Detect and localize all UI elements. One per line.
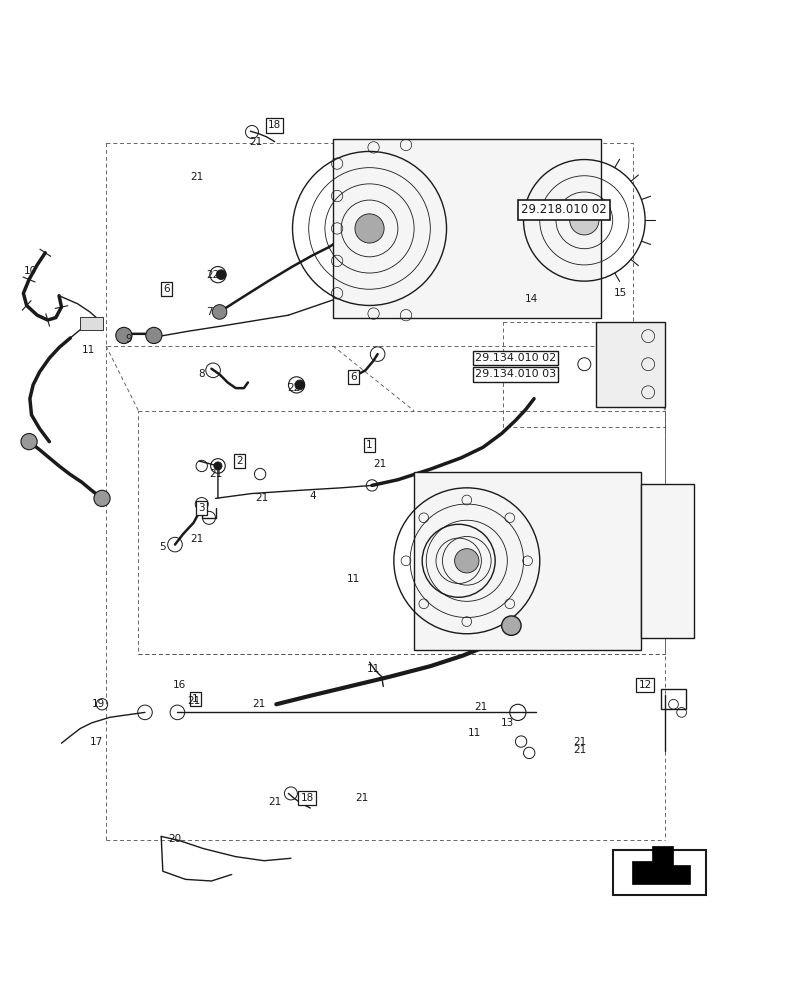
- Text: 1: 1: [191, 694, 199, 704]
- Text: 16: 16: [172, 680, 186, 690]
- Text: 11: 11: [346, 574, 359, 584]
- Polygon shape: [631, 846, 689, 884]
- Text: 21: 21: [268, 797, 281, 807]
- Text: 29.218.010 02: 29.218.010 02: [521, 203, 606, 216]
- Bar: [414, 472, 641, 650]
- Text: 21: 21: [474, 702, 487, 712]
- Bar: [596, 322, 664, 407]
- Text: 12: 12: [637, 680, 651, 690]
- Text: 21: 21: [255, 493, 268, 503]
- Bar: [80, 317, 103, 330]
- Text: 7: 7: [206, 307, 212, 317]
- Text: 20: 20: [168, 834, 182, 844]
- Text: 11: 11: [82, 345, 95, 355]
- Text: 3: 3: [198, 503, 205, 513]
- Circle shape: [294, 380, 304, 390]
- Text: 13: 13: [500, 718, 513, 728]
- Bar: [660, 689, 684, 709]
- Text: 29.134.010 03: 29.134.010 03: [474, 369, 556, 379]
- Circle shape: [354, 214, 384, 243]
- Text: 8: 8: [198, 369, 205, 379]
- Text: 6: 6: [350, 372, 356, 382]
- Text: 2: 2: [236, 456, 242, 466]
- Text: 21: 21: [208, 469, 222, 479]
- Circle shape: [501, 616, 521, 635]
- Text: 11: 11: [468, 728, 481, 738]
- Text: 22: 22: [287, 383, 300, 393]
- Circle shape: [116, 327, 132, 344]
- Bar: [612, 850, 705, 895]
- Circle shape: [569, 206, 599, 235]
- Text: 21: 21: [373, 459, 386, 469]
- Text: 10: 10: [24, 266, 37, 276]
- Text: 15: 15: [613, 288, 627, 298]
- Circle shape: [454, 549, 478, 573]
- Text: 17: 17: [89, 737, 103, 747]
- Bar: [333, 139, 600, 318]
- Bar: [641, 484, 693, 638]
- Circle shape: [21, 434, 37, 450]
- Text: 21: 21: [354, 793, 367, 803]
- Text: 5: 5: [159, 542, 166, 552]
- Text: 21: 21: [187, 696, 200, 706]
- Circle shape: [216, 270, 225, 280]
- Text: 21: 21: [190, 534, 204, 544]
- Text: 21: 21: [249, 137, 262, 147]
- Text: 29.134.010 02: 29.134.010 02: [474, 353, 556, 363]
- Text: 21: 21: [573, 745, 586, 755]
- Text: 1: 1: [366, 440, 372, 450]
- Circle shape: [94, 490, 110, 506]
- Text: 22: 22: [206, 270, 220, 280]
- Circle shape: [212, 305, 226, 319]
- Text: 21: 21: [573, 737, 586, 747]
- Text: 4: 4: [309, 491, 315, 501]
- Text: 18: 18: [268, 120, 281, 130]
- Circle shape: [146, 327, 162, 344]
- Text: 19: 19: [91, 699, 105, 709]
- Text: 21: 21: [251, 699, 264, 709]
- Text: 14: 14: [525, 294, 538, 304]
- Text: 11: 11: [367, 664, 380, 674]
- Circle shape: [213, 462, 221, 470]
- Text: 21: 21: [190, 172, 204, 182]
- Text: 9: 9: [126, 334, 132, 344]
- Text: 18: 18: [300, 793, 313, 803]
- Text: 6: 6: [163, 284, 170, 294]
